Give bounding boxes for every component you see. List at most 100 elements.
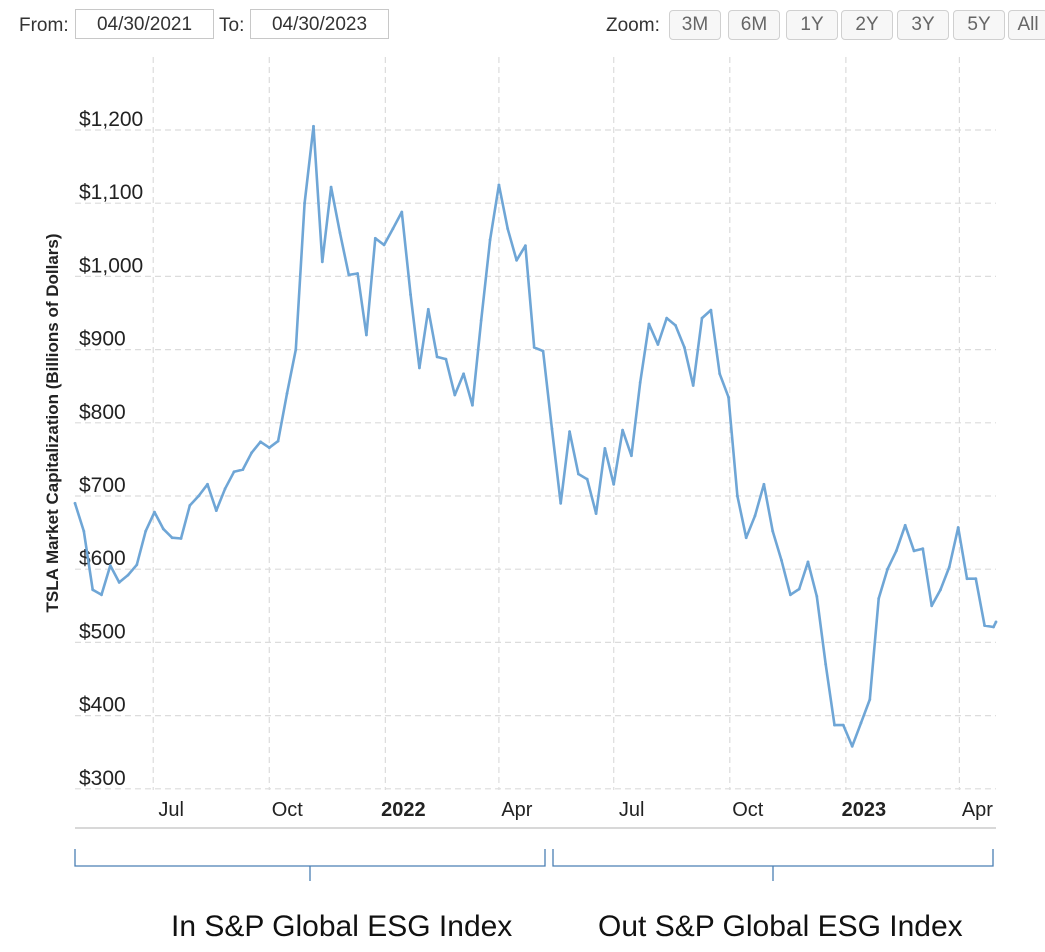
data-point <box>197 494 201 498</box>
data-point <box>382 243 386 247</box>
zoom-button-5y[interactable]: 5Y <box>953 10 1005 40</box>
zoom-button-2y[interactable]: 2Y <box>841 10 893 40</box>
data-point <box>656 343 660 346</box>
series-line <box>73 125 998 748</box>
data-point <box>82 529 86 533</box>
data-point <box>850 744 854 748</box>
data-point <box>312 124 315 128</box>
data-point <box>170 536 174 540</box>
data-point <box>824 663 828 666</box>
data-point <box>488 238 492 242</box>
data-point <box>797 587 801 591</box>
data-point <box>965 577 969 581</box>
data-point <box>718 372 722 376</box>
zoom-button-1y[interactable]: 1Y <box>786 10 838 40</box>
in-index-bracket <box>74 849 546 881</box>
data-point <box>789 593 792 597</box>
data-point <box>426 307 430 311</box>
data-point <box>409 293 412 297</box>
zoom-button-3m[interactable]: 3M <box>669 10 721 40</box>
data-point <box>974 577 978 581</box>
data-point <box>780 559 783 562</box>
data-point <box>894 549 898 553</box>
data-point <box>497 183 501 187</box>
data-point <box>947 565 951 569</box>
data-point <box>541 349 545 353</box>
data-point <box>753 514 757 518</box>
data-point <box>135 563 139 567</box>
data-point <box>744 536 748 540</box>
data-point <box>594 512 598 515</box>
data-point <box>303 201 306 205</box>
data-point <box>214 509 218 512</box>
data-point <box>647 322 651 326</box>
data-point <box>992 625 995 629</box>
data-point <box>108 564 112 567</box>
y-tick-label: $1,200 <box>79 108 143 131</box>
data-point <box>886 567 889 571</box>
data-point <box>479 318 483 322</box>
data-point <box>638 381 642 384</box>
data-point <box>161 527 165 531</box>
data-point <box>329 185 333 189</box>
x-tick-label: Jul <box>619 799 645 821</box>
data-point <box>859 721 863 725</box>
data-point <box>532 346 536 349</box>
data-point <box>320 260 324 264</box>
zoom-button-6m[interactable]: 6M <box>728 10 780 40</box>
data-point <box>524 244 527 248</box>
x-tick-label: Oct <box>732 799 764 821</box>
y-tick-label: $800 <box>79 401 126 424</box>
y-tick-label: $500 <box>79 620 126 643</box>
range-selector: From: 04/30/2021 To: 04/30/2023 Zoom: 3M… <box>0 0 1045 52</box>
y-tick-label: $400 <box>79 694 126 717</box>
out-index-bracket <box>552 849 994 881</box>
data-point <box>956 526 960 529</box>
data-point <box>559 501 563 505</box>
from-label: From: <box>19 15 69 36</box>
data-point <box>877 597 881 600</box>
data-point <box>771 529 775 533</box>
data-point <box>506 227 510 231</box>
zoom-label: Zoom: <box>606 15 660 36</box>
data-point <box>259 440 262 444</box>
data-point <box>91 588 95 592</box>
data-point <box>683 346 686 349</box>
data-point <box>391 227 395 231</box>
data-point <box>630 454 633 458</box>
x-tick-label: 2022 <box>381 799 426 821</box>
data-point <box>550 427 554 431</box>
data-point <box>471 403 474 407</box>
data-point <box>267 446 271 450</box>
data-point <box>365 333 368 337</box>
data-point <box>994 620 998 624</box>
to-date-input[interactable]: 04/30/2023 <box>250 9 389 39</box>
y-tick-label: $700 <box>79 474 126 497</box>
data-point <box>577 472 580 476</box>
data-point <box>188 504 192 507</box>
zoom-button-all[interactable]: All <box>1008 10 1045 40</box>
data-point <box>241 468 245 471</box>
zoom-button-3y[interactable]: 3Y <box>897 10 949 40</box>
out-index-label: Out S&P Global ESG Index <box>598 910 963 943</box>
data-point <box>276 439 280 443</box>
data-point <box>983 624 986 627</box>
y-tick-label: $1,000 <box>79 254 143 277</box>
in-index-label: In S&P Global ESG Index <box>171 910 513 943</box>
data-point <box>815 594 819 598</box>
data-point <box>709 308 713 312</box>
from-date-input[interactable]: 04/30/2021 <box>75 9 214 39</box>
data-point <box>674 324 677 327</box>
data-point <box>347 273 351 277</box>
data-point <box>250 451 254 455</box>
to-label: To: <box>219 15 245 36</box>
data-point <box>338 231 342 234</box>
data-point <box>100 593 103 597</box>
data-point <box>691 384 695 387</box>
x-tick-label: 2023 <box>842 799 887 821</box>
x-tick-label: Apr <box>962 799 993 821</box>
data-point <box>223 487 227 491</box>
y-axis-title: TSLA Market Capitalization (Billions of … <box>43 233 62 612</box>
data-point <box>930 604 934 608</box>
data-point <box>153 510 156 514</box>
